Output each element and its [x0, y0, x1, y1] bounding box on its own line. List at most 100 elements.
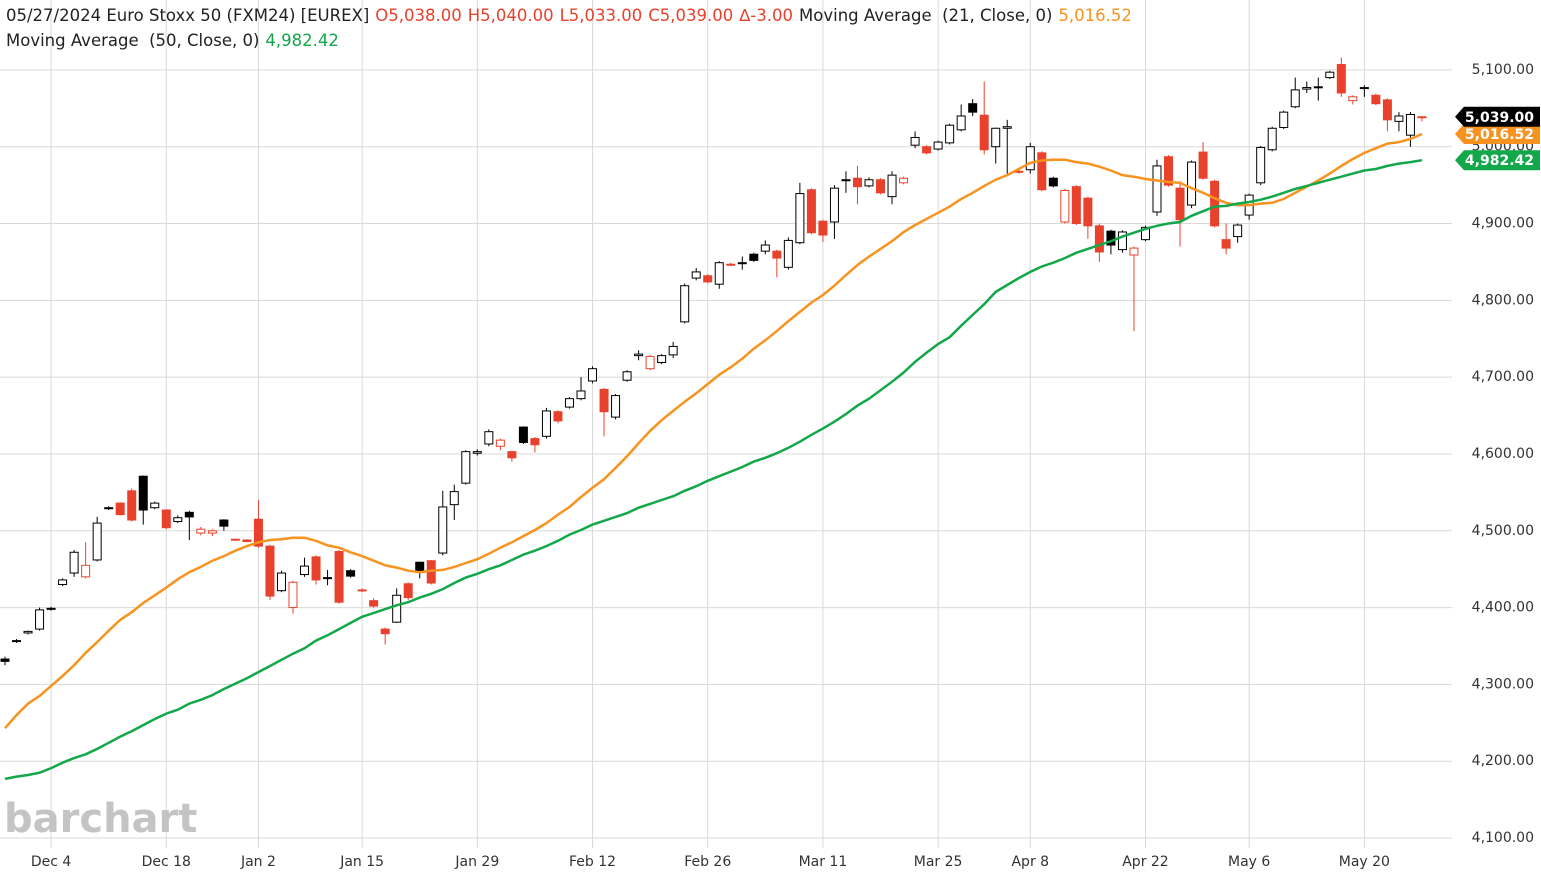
- candle-body: [645, 355, 655, 370]
- legend-name: Moving Average (21, Close, 0): [799, 6, 1053, 25]
- candle-body: [104, 507, 114, 510]
- candle-body: [1359, 87, 1369, 90]
- candle-body: [922, 146, 932, 154]
- candle-body: [657, 355, 667, 364]
- candle-body: [472, 451, 482, 454]
- candle-body: [726, 263, 736, 266]
- candle-body: [979, 114, 989, 151]
- candle-body: [1083, 197, 1093, 227]
- x-tick-label: Apr 22: [1122, 854, 1168, 870]
- candle-body: [1071, 186, 1081, 225]
- candle-body: [806, 189, 816, 234]
- candle-body: [150, 502, 160, 509]
- candle-body: [1210, 180, 1220, 227]
- x-tick-label: Dec 18: [142, 854, 191, 870]
- candle-body: [438, 506, 448, 554]
- y-tick-label: 4,400.00: [1472, 600, 1534, 616]
- x-tick-label: Apr 8: [1011, 854, 1049, 870]
- candle-body: [300, 565, 310, 576]
- candle-body: [703, 275, 713, 283]
- candle-body: [760, 244, 770, 252]
- y-tick-label: 5,100.00: [1472, 62, 1534, 78]
- candle-body: [184, 511, 194, 518]
- candle-body: [288, 581, 298, 609]
- candle-body: [1302, 87, 1312, 90]
- header-line: 05/27/2024 Euro Stoxx 50 (FXM24) [EUREX]…: [6, 3, 1138, 28]
- candle-body: [887, 174, 897, 198]
- candle-body: [864, 179, 874, 187]
- candle-body: [749, 253, 759, 261]
- candle-body: [1002, 126, 1012, 129]
- candle-body: [933, 141, 943, 150]
- candle-body: [553, 411, 563, 422]
- ma-line: [4, 158, 1423, 781]
- candle-body: [403, 583, 413, 599]
- legend-value: 5,016.52: [1058, 6, 1132, 25]
- candle-body: [392, 594, 402, 623]
- price-tag: [1455, 106, 1540, 127]
- ohlc: H5,040.00: [467, 6, 554, 25]
- candle-body: [346, 570, 356, 577]
- candle-body: [12, 640, 22, 643]
- candle-body: [449, 491, 459, 506]
- candle-body: [680, 285, 690, 323]
- candle-body: [265, 545, 275, 597]
- candle-body: [599, 388, 609, 413]
- candle-body: [46, 607, 56, 610]
- candle-body: [230, 538, 240, 541]
- x-tick-label: May 20: [1339, 854, 1390, 870]
- y-tick-label: 4,200.00: [1472, 753, 1534, 769]
- candle-body: [461, 451, 471, 484]
- y-tick-label: 4,900.00: [1472, 216, 1534, 232]
- candle-body: [1164, 156, 1174, 186]
- x-tick-label: Jan 29: [454, 854, 499, 870]
- chart-title: 05/27/2024 Euro Stoxx 50 (FXM24) [EUREX]: [6, 6, 370, 25]
- candle-body: [357, 589, 367, 592]
- candle-body: [81, 564, 91, 578]
- candle-body: [1348, 96, 1358, 102]
- x-tick-label: Feb 26: [684, 854, 731, 870]
- candle-body: [1060, 189, 1070, 223]
- price-tag: [1455, 150, 1540, 171]
- candle-body: [1175, 187, 1185, 221]
- candle-body: [334, 551, 344, 603]
- candle-body: [0, 658, 10, 662]
- candle-body: [634, 353, 644, 357]
- ohlc: C5,039.00: [648, 6, 734, 25]
- candle-body: [956, 115, 966, 131]
- candle-body: [196, 528, 206, 534]
- candle-body: [484, 431, 494, 445]
- price-tag-label: 5,016.52: [1465, 127, 1534, 143]
- candle-body: [668, 345, 678, 356]
- candle-body: [1106, 230, 1116, 246]
- candle-body: [415, 561, 425, 572]
- candle-body: [795, 193, 805, 244]
- candle-body: [530, 438, 540, 446]
- candle-body: [968, 103, 978, 113]
- candle-body: [611, 395, 621, 418]
- x-tick-label: Mar 11: [799, 854, 848, 870]
- candle-body: [276, 572, 286, 592]
- candle-body: [1233, 224, 1243, 238]
- price-tag: [1455, 124, 1540, 145]
- x-tick-label: Jan 15: [339, 854, 384, 870]
- y-tick-label: 4,500.00: [1472, 523, 1534, 539]
- candle-body: [588, 368, 598, 382]
- candle-body: [1094, 225, 1104, 253]
- x-tick-label: Feb 12: [569, 854, 616, 870]
- ma-line: [4, 132, 1423, 730]
- candle-body: [1129, 247, 1139, 256]
- candle-body: [622, 371, 632, 381]
- ohlc: L5,033.00: [559, 6, 643, 25]
- candle-body: [58, 579, 68, 586]
- candle-body: [841, 179, 851, 182]
- candle-body: [507, 451, 517, 459]
- candle-body: [1037, 152, 1047, 191]
- candle-body: [1048, 177, 1058, 187]
- candle-body: [219, 519, 229, 527]
- candle-body: [564, 398, 574, 408]
- candle-body: [518, 426, 528, 443]
- y-tick-label: 4,600.00: [1472, 446, 1534, 462]
- candle-body: [369, 600, 379, 607]
